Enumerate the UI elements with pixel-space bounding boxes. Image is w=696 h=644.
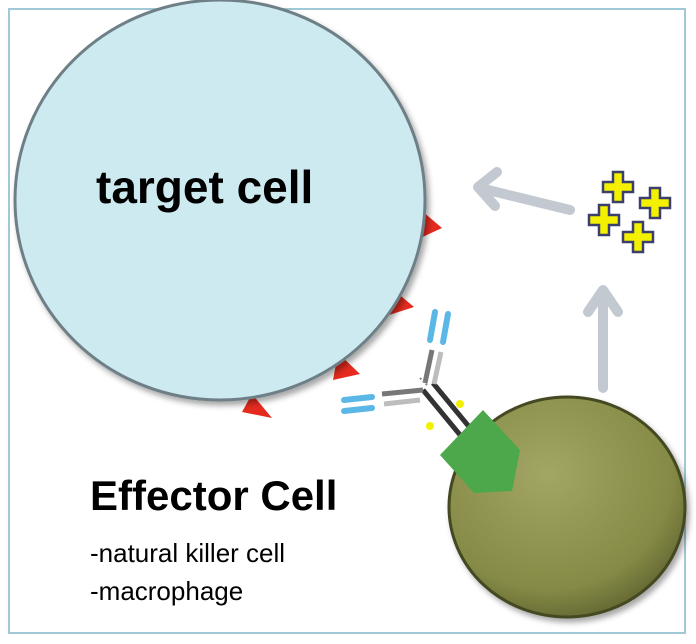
cytokine-granules: [587, 170, 672, 254]
fc-receptor: [440, 410, 520, 493]
cytokine-granule: [621, 220, 655, 254]
cytokine-granule: [638, 186, 672, 220]
effector-cell-label: Effector Cell: [90, 472, 338, 519]
effector-type-macrophage: -macrophage: [90, 576, 244, 606]
target-cell-label: target cell: [96, 161, 313, 213]
target-cell: [13, 0, 427, 402]
effector-type-natural-killer: -natural killer cell: [90, 538, 286, 568]
cytokine-granule: [601, 170, 635, 204]
antigen-marker: [242, 394, 272, 418]
toward-target-arrow: [473, 167, 575, 215]
cytokine-granule: [587, 203, 621, 237]
antibody: [341, 309, 482, 449]
release-arrow: [583, 285, 623, 393]
